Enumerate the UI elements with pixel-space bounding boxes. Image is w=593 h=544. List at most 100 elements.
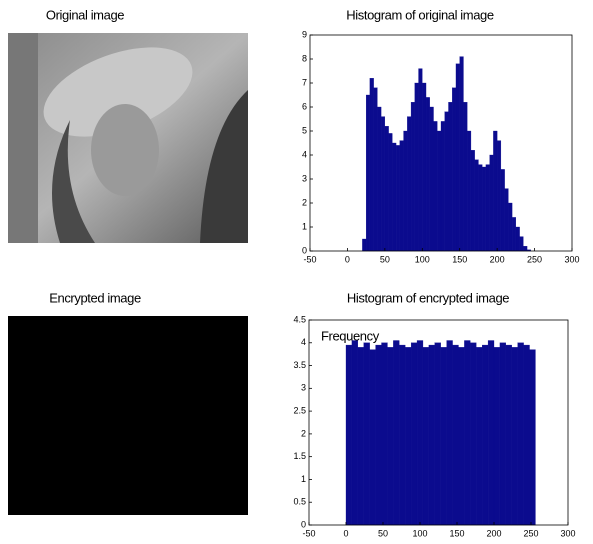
bar xyxy=(434,121,438,251)
bar xyxy=(399,345,405,525)
bar xyxy=(460,57,464,251)
bar xyxy=(370,78,374,251)
bar xyxy=(501,169,505,251)
bar xyxy=(423,347,429,525)
bar xyxy=(464,341,470,526)
x-tick-label: 0 xyxy=(345,254,350,264)
y-tick-label: 2 xyxy=(302,197,307,207)
bar xyxy=(419,69,423,251)
bar xyxy=(478,165,482,251)
bar xyxy=(415,83,419,251)
bar xyxy=(512,217,516,251)
bar xyxy=(508,203,512,251)
y-tick-label: 1 xyxy=(301,474,306,484)
original-image xyxy=(8,30,248,243)
bar xyxy=(500,343,506,525)
x-tick-label: 150 xyxy=(449,528,464,538)
bar xyxy=(447,341,453,526)
bar xyxy=(524,345,530,525)
x-tick-label: 100 xyxy=(412,528,427,538)
bar xyxy=(358,347,364,525)
y-tick-label: 5 xyxy=(302,125,307,135)
bar xyxy=(506,345,512,525)
bar xyxy=(435,343,441,525)
figure: Original image Encrypted image Histogram… xyxy=(0,0,593,544)
bar xyxy=(463,102,467,251)
x-tick-label: 300 xyxy=(564,254,579,264)
y-tick-label: 0.5 xyxy=(293,497,306,507)
bar xyxy=(486,165,490,251)
bar xyxy=(422,83,426,251)
bar xyxy=(411,343,417,525)
bar xyxy=(482,345,488,525)
bar xyxy=(404,131,408,251)
bar xyxy=(516,227,520,251)
x-tick-label: 200 xyxy=(490,254,505,264)
bar xyxy=(430,107,434,251)
y-tick-label: 9 xyxy=(302,29,307,39)
y-tick-label: 1 xyxy=(302,221,307,231)
bar xyxy=(456,64,460,251)
y-tick-label: 3 xyxy=(301,383,306,393)
x-tick-label: 50 xyxy=(380,254,390,264)
annotation: Frequency xyxy=(321,328,380,343)
y-tick-label: 0 xyxy=(302,245,307,255)
bar xyxy=(512,347,518,525)
bar xyxy=(530,350,536,525)
bar xyxy=(523,246,527,251)
bar xyxy=(370,350,376,525)
bar xyxy=(467,131,471,251)
bar xyxy=(417,341,423,526)
bar xyxy=(452,88,456,251)
bar xyxy=(426,97,430,251)
y-tick-label: 3 xyxy=(302,173,307,183)
x-tick-label: 100 xyxy=(415,254,430,264)
x-tick-label: 150 xyxy=(452,254,467,264)
y-tick-label: 1.5 xyxy=(293,451,306,461)
bar xyxy=(374,88,378,251)
image-title: Original image xyxy=(46,7,124,22)
bar xyxy=(393,341,399,526)
bar xyxy=(475,160,479,251)
bar xyxy=(411,102,415,251)
bar xyxy=(518,343,524,525)
encrypted-image xyxy=(8,316,248,515)
bar xyxy=(392,143,396,251)
chart-title: Histogram of original image xyxy=(346,7,494,22)
bar xyxy=(400,141,404,251)
image-title: Encrypted image xyxy=(49,290,141,305)
bar xyxy=(381,117,385,251)
y-tick-label: 3.5 xyxy=(293,360,306,370)
chart-title: Histogram of encrypted image xyxy=(347,290,509,305)
bar xyxy=(396,145,400,251)
bar xyxy=(453,345,459,525)
y-tick-label: 4.5 xyxy=(293,314,306,324)
bar xyxy=(429,345,435,525)
bar xyxy=(382,343,388,525)
x-tick-label: -50 xyxy=(302,528,315,538)
bar xyxy=(476,347,482,525)
bar xyxy=(482,167,486,251)
bar xyxy=(441,121,445,251)
bar xyxy=(362,239,366,251)
bar xyxy=(490,155,494,251)
bar xyxy=(346,345,352,525)
bar xyxy=(445,112,449,251)
y-tick-label: 2.5 xyxy=(293,405,306,415)
bar xyxy=(405,347,411,525)
bar xyxy=(377,107,381,251)
bar xyxy=(494,347,500,525)
y-tick-label: 0 xyxy=(301,519,306,529)
y-tick-label: 4 xyxy=(301,337,306,347)
bar xyxy=(364,343,370,525)
bar xyxy=(437,131,441,251)
x-tick-label: -50 xyxy=(303,254,316,264)
bar xyxy=(389,133,393,251)
bar xyxy=(520,237,524,251)
y-tick-label: 6 xyxy=(302,101,307,111)
y-tick-label: 7 xyxy=(302,77,307,87)
x-tick-label: 250 xyxy=(523,528,538,538)
y-tick-label: 8 xyxy=(302,53,307,63)
y-tick-label: 4 xyxy=(302,149,307,159)
bar xyxy=(458,347,464,525)
